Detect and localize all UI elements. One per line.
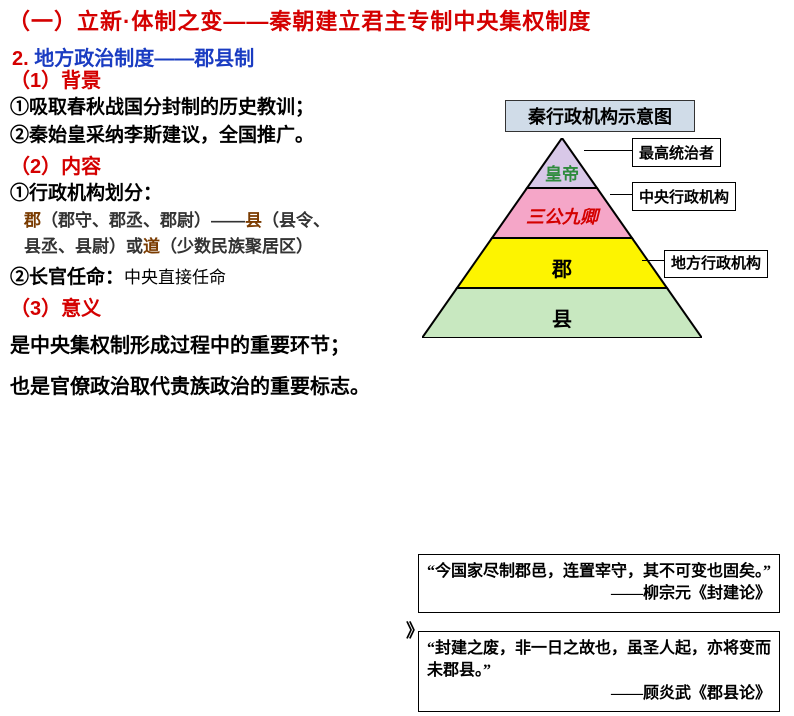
- callout-3: 地方行政机构: [664, 250, 768, 278]
- right-column: 秦行政机构示意图 皇帝 三公九卿 郡 县 最高统治者 中央行政机构 地方行政机构…: [412, 100, 788, 716]
- jun-word: 郡: [24, 211, 41, 230]
- page-title: （一）立新·体制之变——秦朝建立君主专制中央集权制度: [0, 0, 794, 40]
- point-3: ①行政机构划分：: [10, 181, 410, 207]
- diagram-title: 秦行政机构示意图: [505, 100, 695, 132]
- quote-2-attr: ——顾炎武《郡县论》: [427, 683, 771, 705]
- level-1: 皇帝: [545, 160, 579, 185]
- left-column: （1）背景 ①吸取春秋战国分封制的历史教训； ②秦始皇采纳李斯建议，全国推广。 …: [10, 62, 410, 403]
- quote-1-attr: ——柳宗元《封建论》: [427, 583, 771, 605]
- callout-1: 最高统治者: [632, 138, 721, 167]
- significance-1: 是中央集权制形成过程中的重要环节；: [10, 331, 410, 362]
- point-3-sub1: 郡（郡守、郡丞、郡尉）——县（县令、: [24, 209, 410, 233]
- point-1: ①吸取春秋战国分封制的历史教训；: [10, 95, 410, 121]
- level-2: 三公九卿: [526, 203, 598, 229]
- callout-line-3: [642, 260, 664, 261]
- pyramid-diagram: 皇帝 三公九卿 郡 县: [422, 138, 702, 338]
- point-3-sub2: 县丞、县尉）或道（少数民族聚居区）: [24, 235, 410, 259]
- p3-2c: （少数民族聚居区）: [160, 237, 313, 256]
- quote-2: “封建之废，非一日之故也，虽圣人起，亦将变而未郡县。” ——顾炎武《郡县论》: [418, 631, 780, 712]
- p4-value: 中央直接任命: [124, 268, 226, 287]
- p3-1d: （县令、: [262, 211, 330, 230]
- p4-label: ②长官任命：: [10, 267, 124, 288]
- point-2: ②秦始皇采纳李斯建议，全国推广。: [10, 123, 410, 149]
- section-2-head: （2）内容: [10, 150, 410, 179]
- p3-1b: （郡守、郡丞、郡尉）——: [41, 211, 245, 230]
- point-4: ②长官任命：中央直接任命: [10, 265, 410, 291]
- p3-2a: 县丞、县尉）或: [24, 237, 143, 256]
- callout-line-1: [584, 150, 632, 151]
- quote-2-text: “封建之废，非一日之故也，虽圣人起，亦将变而未郡县。”: [427, 640, 771, 679]
- section-3-head: （3）意义: [10, 292, 410, 321]
- callout-2: 中央行政机构: [632, 182, 736, 211]
- level-3: 郡: [552, 253, 572, 282]
- significance-2: 也是官僚政治取代贵族政治的重要标志。: [10, 372, 410, 403]
- callout-line-2: [610, 194, 632, 195]
- xian-word: 县: [245, 211, 262, 230]
- section-1-head: （1）背景: [10, 64, 410, 93]
- quote-1-text: “今国家尽制郡邑，连置宰守，其不可变也固矣。”: [427, 563, 771, 580]
- dao-word: 道: [143, 237, 160, 256]
- level-4: 县: [552, 303, 572, 332]
- quote-1: “今国家尽制郡邑，连置宰守，其不可变也固矣。” ——柳宗元《封建论》: [418, 554, 780, 613]
